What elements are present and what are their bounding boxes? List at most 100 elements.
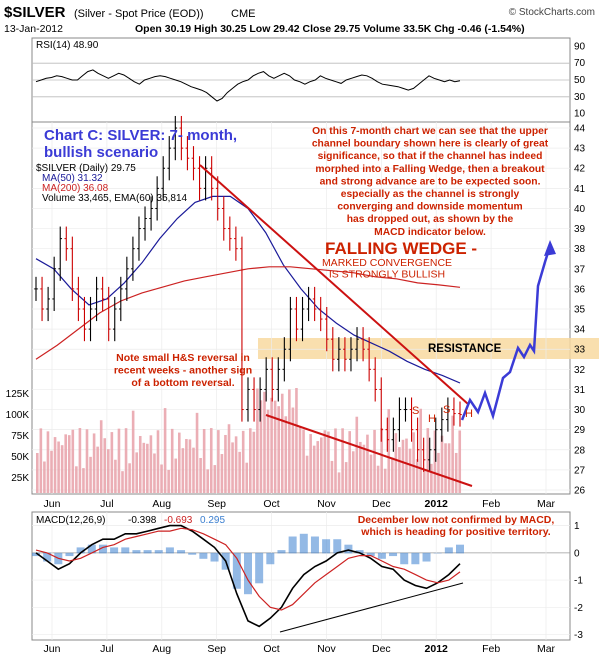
volume-bar: [341, 428, 344, 493]
volume-legend: Volume 33,465, EMA(60) 35,814: [42, 193, 188, 204]
macd-histogram-bar: [32, 552, 40, 557]
macd-histogram-bar: [400, 552, 409, 565]
macd-histogram-bar: [121, 547, 130, 554]
macd-x-tick-label: 2012: [425, 643, 449, 655]
volume-bar: [298, 426, 302, 493]
macd-histogram-bar: [422, 552, 431, 562]
annotation-resistance: RESISTANCE: [428, 343, 502, 355]
volume-bar: [163, 408, 167, 493]
macd-histogram-bar: [411, 552, 420, 565]
volume-bar: [75, 466, 78, 493]
volume-bar: [327, 431, 330, 493]
macd-histogram-bar: [377, 552, 386, 559]
volume-tick-label: 125K: [6, 389, 30, 400]
volume-bar: [53, 437, 57, 493]
macd-tick-label: -2: [574, 603, 583, 614]
volume-bar: [288, 389, 291, 493]
x-tick-label: 2012: [425, 498, 449, 510]
volume-bar: [185, 438, 188, 493]
volume-bar: [234, 436, 238, 493]
volume-bar: [312, 445, 316, 493]
macd-x-tick-label: Dec: [372, 643, 391, 655]
volume-bar: [195, 412, 199, 493]
volume-bar: [422, 470, 426, 493]
volume-bar: [117, 428, 121, 493]
volume-bar: [412, 432, 415, 493]
volume-bar: [376, 465, 380, 493]
price-legend: $SILVER (Daily) 29.75: [36, 163, 136, 174]
volume-bar: [241, 430, 245, 493]
volume-bar: [437, 452, 440, 493]
volume-bar: [302, 429, 305, 493]
macd-note: December low not confirmed by MACD, which…: [358, 514, 555, 538]
annotation-commentary: On this 7-month chart we can see that th…: [312, 126, 549, 238]
text-line: On this 7-month chart we can see that th…: [312, 126, 548, 137]
volume-bar: [156, 430, 160, 493]
volume-bar: [348, 431, 351, 493]
volume-bar: [167, 469, 170, 493]
projected-path: [460, 245, 552, 421]
volume-bar: [67, 435, 71, 493]
price-x-axis: Jun Jul Aug Sep Oct Nov Dec 2012 Feb Mar: [44, 498, 556, 510]
volume-bar: [135, 452, 138, 493]
volume-bar: [252, 431, 256, 493]
macd-histogram-bar: [299, 533, 308, 554]
volume-bar: [380, 428, 383, 493]
text-line: significance, so that if the channel has…: [318, 151, 543, 162]
volume-bar: [263, 391, 266, 493]
x-tick-label: Aug: [152, 498, 171, 510]
x-tick-label: Sep: [207, 498, 226, 510]
macd-x-tick-label: Nov: [317, 643, 336, 655]
volume-bar: [366, 434, 369, 493]
volume-bar: [337, 472, 341, 493]
volume-bar: [64, 434, 67, 493]
resistance-band: [258, 338, 599, 359]
x-tick-label: Feb: [482, 498, 500, 510]
macd-histogram-bar: [433, 552, 442, 554]
x-tick-label: Jun: [44, 498, 61, 510]
volume-bar: [270, 397, 273, 493]
text-line: December low not confirmed by MACD,: [358, 514, 555, 526]
price-tick-label: 28: [574, 445, 586, 456]
macd-histogram-bar: [188, 552, 197, 555]
volume-bar: [206, 469, 209, 493]
volume-bar: [309, 434, 312, 493]
rsi-line: [35, 69, 461, 102]
text-line: Note small H&S reversal in: [116, 352, 250, 364]
volume-bar: [245, 462, 249, 493]
volume-bar: [280, 393, 284, 493]
volume-bar: [419, 408, 422, 493]
ma50-legend: MA(50) 31.32: [42, 173, 103, 184]
volume-bar: [316, 441, 320, 493]
volume-bar: [330, 460, 334, 493]
volume-bar: [121, 471, 124, 493]
volume-bar: [209, 428, 213, 493]
volume-bar: [383, 468, 387, 493]
quote-line: Open 30.19 High 30.25 Low 29.42 Close 29…: [135, 23, 525, 35]
symbol-description: (Silver - Spot Price (EOD)): [74, 8, 204, 20]
ma200-legend: MA(200) 36.08: [42, 183, 109, 194]
volume-bar: [99, 420, 103, 493]
rsi-grid: [32, 62, 570, 98]
price-tick-label: 40: [574, 204, 586, 215]
macd-histogram-bar: [110, 547, 119, 554]
volume-bar: [82, 468, 85, 493]
volume-bar: [408, 448, 412, 493]
volume-bar: [355, 416, 359, 493]
annotation-h-right: H: [465, 408, 473, 420]
wedge-upper-line: [199, 164, 469, 405]
macd-histogram-bar: [98, 544, 107, 554]
price-tick-label: 37: [574, 264, 586, 275]
macd-x-tick-label: Jul: [100, 643, 113, 655]
volume-bar: [249, 428, 252, 493]
volume-bar: [114, 459, 117, 493]
annotation-wedge-title: FALLING WEDGE -: [325, 239, 477, 258]
volume-bar: [96, 446, 99, 493]
rsi-legend: RSI(14) 48.90: [36, 40, 99, 51]
volume-bar: [217, 430, 220, 493]
volume-bar: [181, 448, 185, 493]
volume-bar: [405, 438, 408, 493]
volume-bar: [444, 443, 447, 493]
volume-bar: [39, 428, 43, 493]
volume-bar: [433, 430, 437, 493]
